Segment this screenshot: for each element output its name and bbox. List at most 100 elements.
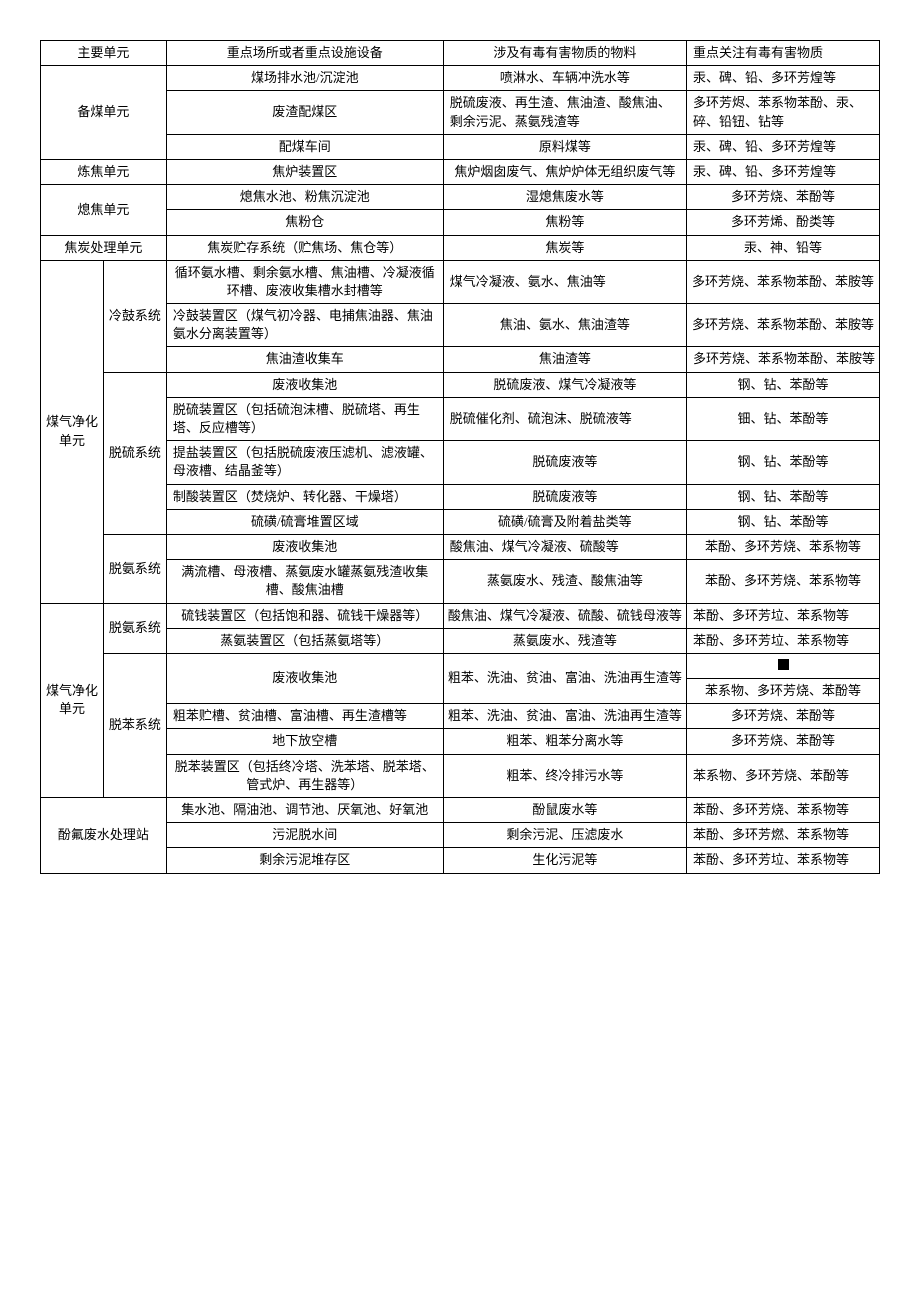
- table-row: 脱苯系统 废液收集池 粗苯、洗油、贫油、富油、洗油再生渣等: [41, 653, 880, 678]
- substance-cell: 苯酚、多环芳垃、苯系物等: [687, 603, 880, 628]
- substance-cell: 多环芳烧、苯系物苯酚、苯胺等: [687, 260, 880, 303]
- col-place: 重点场所或者重点设施设备: [166, 41, 443, 66]
- place-cell: 提盐装置区（包括脱硫废液压滤机、滤液罐、母液槽、结晶釜等）: [166, 441, 443, 484]
- substance-mark: [687, 653, 880, 678]
- substance-cell: 汞、神、铅等: [687, 235, 880, 260]
- table-row: 备煤单元 煤场排水池/沉淀池 喷淋水、车辆冲洗水等 汞、碑、铅、多环芳煌等: [41, 66, 880, 91]
- system-cell: 脱氨系统: [103, 534, 166, 603]
- material-cell: 焦油渣等: [443, 347, 686, 372]
- unit-cell: 焦炭处理单元: [41, 235, 167, 260]
- system-cell: 冷鼓系统: [103, 260, 166, 372]
- table-row: 剩余污泥堆存区 生化污泥等 苯酚、多环芳垃、苯系物等: [41, 848, 880, 873]
- table-row: 冷鼓装置区（煤气初冷器、电捕焦油器、焦油氨水分离装置等） 焦油、氨水、焦油渣等 …: [41, 304, 880, 347]
- table-row: 废渣配煤区 脱硫废液、再生渣、焦油渣、酸焦油、剩余污泥、蒸氨残渣等 多环芳烬、苯…: [41, 91, 880, 134]
- material-cell: 粗苯、粗苯分离水等: [443, 729, 686, 754]
- place-cell: 焦炉装置区: [166, 159, 443, 184]
- place-cell: 废液收集池: [166, 653, 443, 703]
- table-row: 熄焦单元 熄焦水池、粉焦沉淀池 湿熄焦废水等 多环芳烧、苯酚等: [41, 185, 880, 210]
- material-cell: 剩余污泥、压滤废水: [443, 823, 686, 848]
- unit-cell: 熄焦单元: [41, 185, 167, 235]
- col-substance: 重点关注有毒有害物质: [687, 41, 880, 66]
- place-cell: 煤场排水池/沉淀池: [166, 66, 443, 91]
- system-cell: 脱氨系统: [103, 603, 166, 653]
- table-row: 满流槽、母液槽、蒸氨废水罐蒸氨残渣收集槽、酸焦油槽 蒸氨废水、残渣、酸焦油等 苯…: [41, 560, 880, 603]
- place-cell: 制酸装置区（焚烧炉、转化器、干燥塔）: [166, 484, 443, 509]
- system-cell: 脱硫系统: [103, 372, 166, 534]
- substance-cell: 苯酚、多环芳垃、苯系物等: [687, 848, 880, 873]
- table-row: 硫磺/硫膏堆置区域 硫磺/硫膏及附着盐类等 钢、钻、苯酚等: [41, 509, 880, 534]
- place-cell: 粗苯贮槽、贫油槽、富油槽、再生渣槽等: [166, 704, 443, 729]
- material-cell: 焦炉烟囱废气、焦炉炉体无组织废气等: [443, 159, 686, 184]
- place-cell: 废液收集池: [166, 372, 443, 397]
- table-row: 脱苯装置区（包括终冷塔、洗苯塔、脱苯塔、管式炉、再生器等） 粗苯、终冷排污水等 …: [41, 754, 880, 797]
- substance-cell: 苯系物、多环芳烧、苯酚等: [687, 754, 880, 797]
- material-cell: 蒸氨废水、残渣等: [443, 628, 686, 653]
- table-row: 脱氨系统 废液收集池 酸焦油、煤气冷凝液、硫酸等 苯酚、多环芳烧、苯系物等: [41, 534, 880, 559]
- unit-cell: 酚氟废水处理站: [41, 798, 167, 874]
- material-cell: 蒸氨废水、残渣、酸焦油等: [443, 560, 686, 603]
- substance-cell: 钿、钻、苯酚等: [687, 397, 880, 440]
- substance-cell: 多环芳烬、苯系物苯酚、汞、碎、铅钮、钻等: [687, 91, 880, 134]
- table-row: 焦炭处理单元 焦炭贮存系统（贮焦场、焦仓等） 焦炭等 汞、神、铅等: [41, 235, 880, 260]
- place-cell: 集水池、隔油池、调节池、厌氧池、好氧池: [166, 798, 443, 823]
- table-row: 酚氟废水处理站 集水池、隔油池、调节池、厌氧池、好氧池 酚鼠废水等 苯酚、多环芳…: [41, 798, 880, 823]
- material-cell: 硫磺/硫膏及附着盐类等: [443, 509, 686, 534]
- header-row: 主要单元 重点场所或者重点设施设备 涉及有毒有害物质的物料 重点关注有毒有害物质: [41, 41, 880, 66]
- material-cell: 脱硫废液、再生渣、焦油渣、酸焦油、剩余污泥、蒸氨残渣等: [443, 91, 686, 134]
- material-cell: 脱硫废液、煤气冷凝液等: [443, 372, 686, 397]
- material-cell: 脱硫催化剂、硫泡沫、脱硫液等: [443, 397, 686, 440]
- material-cell: 湿熄焦废水等: [443, 185, 686, 210]
- unit-cell: 煤气净化单元: [41, 260, 104, 603]
- table-row: 地下放空槽 粗苯、粗苯分离水等 多环芳烧、苯酚等: [41, 729, 880, 754]
- material-cell: 焦油、氨水、焦油渣等: [443, 304, 686, 347]
- place-cell: 脱硫装置区（包括硫泡沫槽、脱硫塔、再生塔、反应槽等）: [166, 397, 443, 440]
- substance-cell: 苯系物、多环芳烧、苯酚等: [687, 679, 880, 704]
- system-cell: 脱苯系统: [103, 653, 166, 797]
- place-cell: 焦粉仓: [166, 210, 443, 235]
- material-cell: 原料煤等: [443, 134, 686, 159]
- place-cell: 熄焦水池、粉焦沉淀池: [166, 185, 443, 210]
- unit-cell: 煤气净化单元: [41, 603, 104, 798]
- place-cell: 剩余污泥堆存区: [166, 848, 443, 873]
- place-cell: 污泥脱水间: [166, 823, 443, 848]
- substance-cell: 多环芳烧、苯系物苯酚、苯胺等: [687, 347, 880, 372]
- substance-cell: 多环芳烧、苯系物苯酚、苯胺等: [687, 304, 880, 347]
- substance-cell: 苯酚、多环芳垃、苯系物等: [687, 628, 880, 653]
- place-cell: 废液收集池: [166, 534, 443, 559]
- material-cell: 粗苯、洗油、贫油、富油、洗油再生渣等: [443, 704, 686, 729]
- material-cell: 粗苯、终冷排污水等: [443, 754, 686, 797]
- substance-cell: 苯酚、多环芳烧、苯系物等: [687, 534, 880, 559]
- substance-cell: 钢、钻、苯酚等: [687, 441, 880, 484]
- table-row: 脱硫装置区（包括硫泡沫槽、脱硫塔、再生塔、反应槽等） 脱硫催化剂、硫泡沫、脱硫液…: [41, 397, 880, 440]
- table-row: 煤气净化单元 冷鼓系统 循环氨水槽、剩余氨水槽、焦油槽、冷凝液循环槽、废液收集槽…: [41, 260, 880, 303]
- place-cell: 焦炭贮存系统（贮焦场、焦仓等）: [166, 235, 443, 260]
- table-row: 蒸氨装置区（包括蒸氨塔等） 蒸氨废水、残渣等 苯酚、多环芳垃、苯系物等: [41, 628, 880, 653]
- place-cell: 脱苯装置区（包括终冷塔、洗苯塔、脱苯塔、管式炉、再生器等）: [166, 754, 443, 797]
- substance-cell: 多环芳烧、苯酚等: [687, 185, 880, 210]
- material-cell: 酚鼠废水等: [443, 798, 686, 823]
- substance-cell: 苯酚、多环芳燃、苯系物等: [687, 823, 880, 848]
- table-row: 焦油渣收集车 焦油渣等 多环芳烧、苯系物苯酚、苯胺等: [41, 347, 880, 372]
- material-cell: 煤气冷凝液、氨水、焦油等: [443, 260, 686, 303]
- place-cell: 地下放空槽: [166, 729, 443, 754]
- material-cell: 脱硫废液等: [443, 441, 686, 484]
- material-cell: 酸焦油、煤气冷凝液、硫酸等: [443, 534, 686, 559]
- table-row: 污泥脱水间 剩余污泥、压滤废水 苯酚、多环芳燃、苯系物等: [41, 823, 880, 848]
- place-cell: 蒸氨装置区（包括蒸氨塔等）: [166, 628, 443, 653]
- substance-cell: 多环芳烧、苯酚等: [687, 704, 880, 729]
- unit-cell: 炼焦单元: [41, 159, 167, 184]
- substance-cell: 钢、钻、苯酚等: [687, 484, 880, 509]
- material-cell: 生化污泥等: [443, 848, 686, 873]
- place-cell: 硫钱装置区（包括饱和器、硫钱干燥器等）: [166, 603, 443, 628]
- place-cell: 循环氨水槽、剩余氨水槽、焦油槽、冷凝液循环槽、废液收集槽水封槽等: [166, 260, 443, 303]
- table-row: 提盐装置区（包括脱硫废液压滤机、滤液罐、母液槽、结晶釜等） 脱硫废液等 钢、钻、…: [41, 441, 880, 484]
- table-row: 粗苯贮槽、贫油槽、富油槽、再生渣槽等 粗苯、洗油、贫油、富油、洗油再生渣等 多环…: [41, 704, 880, 729]
- table-row: 焦粉仓 焦粉等 多环芳烯、酚类等: [41, 210, 880, 235]
- substance-cell: 苯酚、多环芳烧、苯系物等: [687, 798, 880, 823]
- table-row: 制酸装置区（焚烧炉、转化器、干燥塔） 脱硫废液等 钢、钻、苯酚等: [41, 484, 880, 509]
- place-cell: 焦油渣收集车: [166, 347, 443, 372]
- substance-cell: 苯酚、多环芳烧、苯系物等: [687, 560, 880, 603]
- black-square-icon: [778, 659, 789, 670]
- substance-cell: 汞、碑、铅、多环芳煌等: [687, 159, 880, 184]
- main-table: 主要单元 重点场所或者重点设施设备 涉及有毒有害物质的物料 重点关注有毒有害物质…: [40, 40, 880, 874]
